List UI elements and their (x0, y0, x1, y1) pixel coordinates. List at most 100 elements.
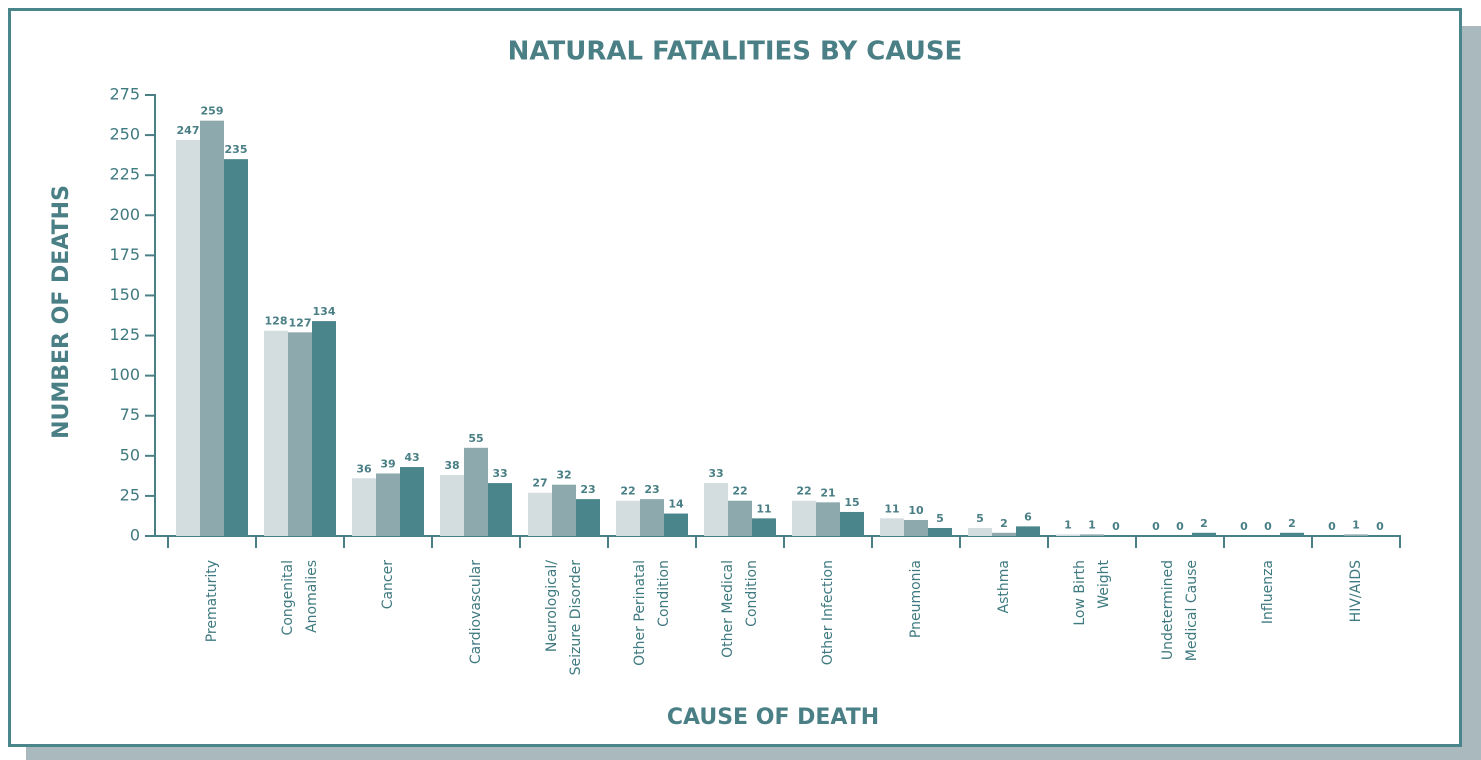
bar (1192, 532, 1216, 536)
value-label: 15 (844, 496, 859, 509)
bar (704, 483, 728, 536)
value-label: 14 (668, 498, 684, 511)
y-tick-label: 225 (109, 165, 140, 184)
value-label: 22 (732, 485, 747, 498)
bar (664, 513, 688, 536)
bar (968, 527, 992, 536)
y-tick-label: 150 (109, 285, 140, 304)
x-tick-label: Other Medical (720, 560, 736, 658)
value-label: 0 (1240, 520, 1248, 533)
value-label: 55 (468, 432, 483, 445)
x-tick-label: Asthma (996, 560, 1012, 613)
value-label: 127 (289, 316, 312, 329)
x-tick-label: Seizure Disorder (568, 560, 584, 676)
bar (464, 447, 488, 536)
value-label: 23 (580, 483, 595, 496)
value-label: 22 (796, 485, 811, 498)
bar (224, 159, 248, 537)
y-axis-title: NUMBER OF DEATHS (49, 185, 74, 439)
bar (992, 532, 1016, 536)
value-label: 22 (620, 485, 635, 498)
bar (928, 527, 952, 536)
value-label: 1 (1352, 518, 1360, 531)
y-tick-label: 100 (109, 365, 140, 384)
y-tick-label: 200 (109, 205, 140, 224)
value-label: 11 (884, 502, 899, 515)
value-label: 2 (1288, 517, 1296, 530)
y-tick-label: 25 (120, 485, 140, 504)
value-label: 5 (976, 512, 984, 525)
bar (616, 500, 640, 536)
bar (312, 321, 336, 536)
bar (1280, 532, 1304, 536)
x-tick-label: Cardiovascular (468, 560, 484, 664)
value-label: 5 (936, 512, 944, 525)
y-tick-label: 50 (120, 445, 140, 464)
value-label: 10 (908, 504, 924, 517)
value-label: 2 (1200, 517, 1208, 530)
x-tick-label: Undetermined (1160, 560, 1176, 660)
bar (400, 467, 424, 536)
value-label: 23 (644, 483, 659, 496)
y-tick-label: 275 (109, 85, 140, 104)
value-label: 11 (756, 502, 771, 515)
bar (288, 332, 312, 536)
x-tick-label: Other Perinatal (632, 560, 648, 666)
bar (816, 502, 840, 536)
value-label: 128 (265, 315, 288, 328)
x-tick-label: Neurological/ (544, 560, 560, 652)
x-tick-label: Prematurity (204, 560, 220, 642)
value-label: 1 (1064, 518, 1072, 531)
bar (752, 518, 776, 536)
value-label: 247 (177, 124, 200, 137)
value-label: 33 (492, 467, 507, 480)
value-label: 235 (225, 143, 248, 156)
y-tick-label: 175 (109, 245, 140, 264)
x-tick-label: Condition (744, 560, 760, 627)
bar (552, 484, 576, 536)
value-label: 39 (380, 457, 395, 470)
bar (728, 500, 752, 536)
x-tick-label: Low Birth (1072, 560, 1088, 626)
chart-title: NATURAL FATALITIES BY CAUSE (508, 37, 963, 67)
x-tick-label: Other Infection (820, 560, 836, 665)
bar (376, 473, 400, 536)
value-label: 0 (1152, 520, 1160, 533)
y-tick-label: 0 (130, 526, 140, 545)
bar (1056, 534, 1080, 536)
bar (200, 120, 224, 537)
frame (8, 8, 1462, 747)
y-tick-label: 125 (109, 325, 140, 344)
bar (840, 511, 864, 536)
value-label: 2 (1000, 517, 1008, 530)
x-tick-label: HIV/AIDS (1348, 560, 1364, 622)
x-tick-label: Influenza (1260, 560, 1276, 624)
bar (792, 500, 816, 536)
x-tick-label: Cancer (380, 560, 396, 610)
x-tick-label: Medical Cause (1184, 560, 1200, 661)
bar (1080, 534, 1104, 536)
x-tick-label: Congenital (280, 560, 296, 635)
bar (488, 483, 512, 536)
value-label: 43 (404, 451, 419, 464)
bar (1344, 534, 1368, 536)
bar (528, 492, 552, 536)
value-label: 21 (820, 486, 835, 499)
bar (880, 518, 904, 536)
bar (176, 139, 200, 536)
x-tick-label: Condition (656, 560, 672, 627)
bar (576, 499, 600, 536)
value-label: 38 (444, 459, 459, 472)
x-tick-label: Anomalies (304, 560, 320, 633)
value-label: 134 (313, 305, 336, 318)
value-label: 6 (1024, 510, 1032, 523)
bar (264, 330, 288, 536)
value-label: 259 (201, 105, 224, 118)
bar (1016, 526, 1040, 536)
x-axis-title: CAUSE OF DEATH (667, 705, 879, 730)
bar (440, 475, 464, 536)
bar (904, 519, 928, 536)
y-tick-label: 250 (109, 125, 140, 144)
value-label: 33 (708, 467, 723, 480)
